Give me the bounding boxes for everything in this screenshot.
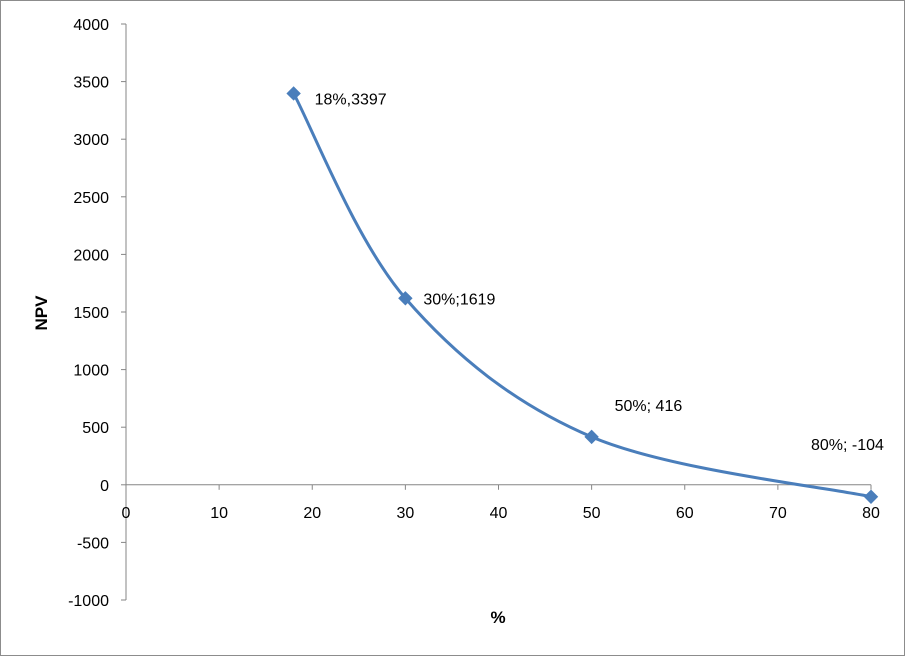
x-tick-label: 70 xyxy=(769,505,787,522)
data-label: 18%,3397 xyxy=(315,91,387,108)
data-label: 50%; 416 xyxy=(615,398,683,415)
y-axis-title: NPV xyxy=(32,295,51,331)
x-tick-label: 0 xyxy=(122,505,131,522)
data-point-marker xyxy=(286,86,301,101)
x-axis: 0 10 20 30 40 50 60 70 80 xyxy=(122,484,880,522)
x-tick-label: 60 xyxy=(676,505,694,522)
y-tick-label: -1000 xyxy=(68,593,109,610)
y-tick-label: 1500 xyxy=(73,305,109,322)
y-tick-label: 2000 xyxy=(73,247,109,264)
x-tick-label: 10 xyxy=(210,505,228,522)
y-tick-label: 3000 xyxy=(73,132,109,149)
y-tick-label: 1000 xyxy=(73,363,109,380)
y-tick-label: 500 xyxy=(82,420,109,437)
x-tick-label: 80 xyxy=(862,505,880,522)
data-label: 80%; -104 xyxy=(811,437,884,454)
y-tick-label: 4000 xyxy=(73,17,109,34)
data-point-marker xyxy=(863,489,879,504)
x-tick-label: 50 xyxy=(583,505,601,522)
data-label: 30%;1619 xyxy=(423,291,495,308)
y-axis: -1000 -500 0 500 1000 1500 2000 2500 3000 3500 400… xyxy=(68,17,127,610)
series-npv xyxy=(286,86,879,504)
y-tick-label: 3500 xyxy=(73,75,109,92)
data-point-marker xyxy=(398,291,413,306)
y-tick-label: -500 xyxy=(77,535,109,552)
x-axis-title: % xyxy=(490,608,505,627)
x-tick-label: 40 xyxy=(490,505,508,522)
y-tick-label: 0 xyxy=(100,478,109,495)
data-point-marker xyxy=(584,429,599,445)
x-tick-label: 20 xyxy=(303,505,321,522)
y-tick-label: 2500 xyxy=(73,190,109,207)
x-tick-label: 30 xyxy=(396,505,414,522)
series-line xyxy=(292,92,872,499)
data-labels: 18%,3397 30%;1619 50%; 416 80%; -104 xyxy=(315,91,884,453)
